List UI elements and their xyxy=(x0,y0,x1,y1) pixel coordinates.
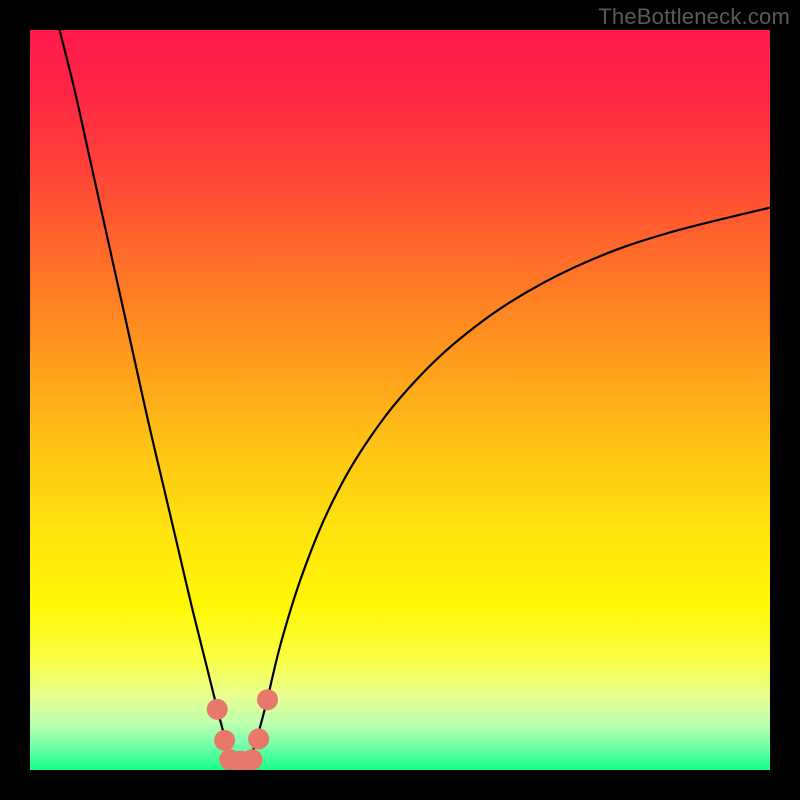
bottleneck-chart-svg xyxy=(0,0,800,800)
optimum-dot xyxy=(257,689,278,710)
optimum-dot xyxy=(214,730,235,751)
optimum-dot xyxy=(242,749,263,770)
watermark-text: TheBottleneck.com xyxy=(598,4,790,30)
optimum-dot xyxy=(248,728,269,749)
optimum-dot xyxy=(207,699,228,720)
gradient-background xyxy=(30,30,770,770)
chart-frame: TheBottleneck.com xyxy=(0,0,800,800)
